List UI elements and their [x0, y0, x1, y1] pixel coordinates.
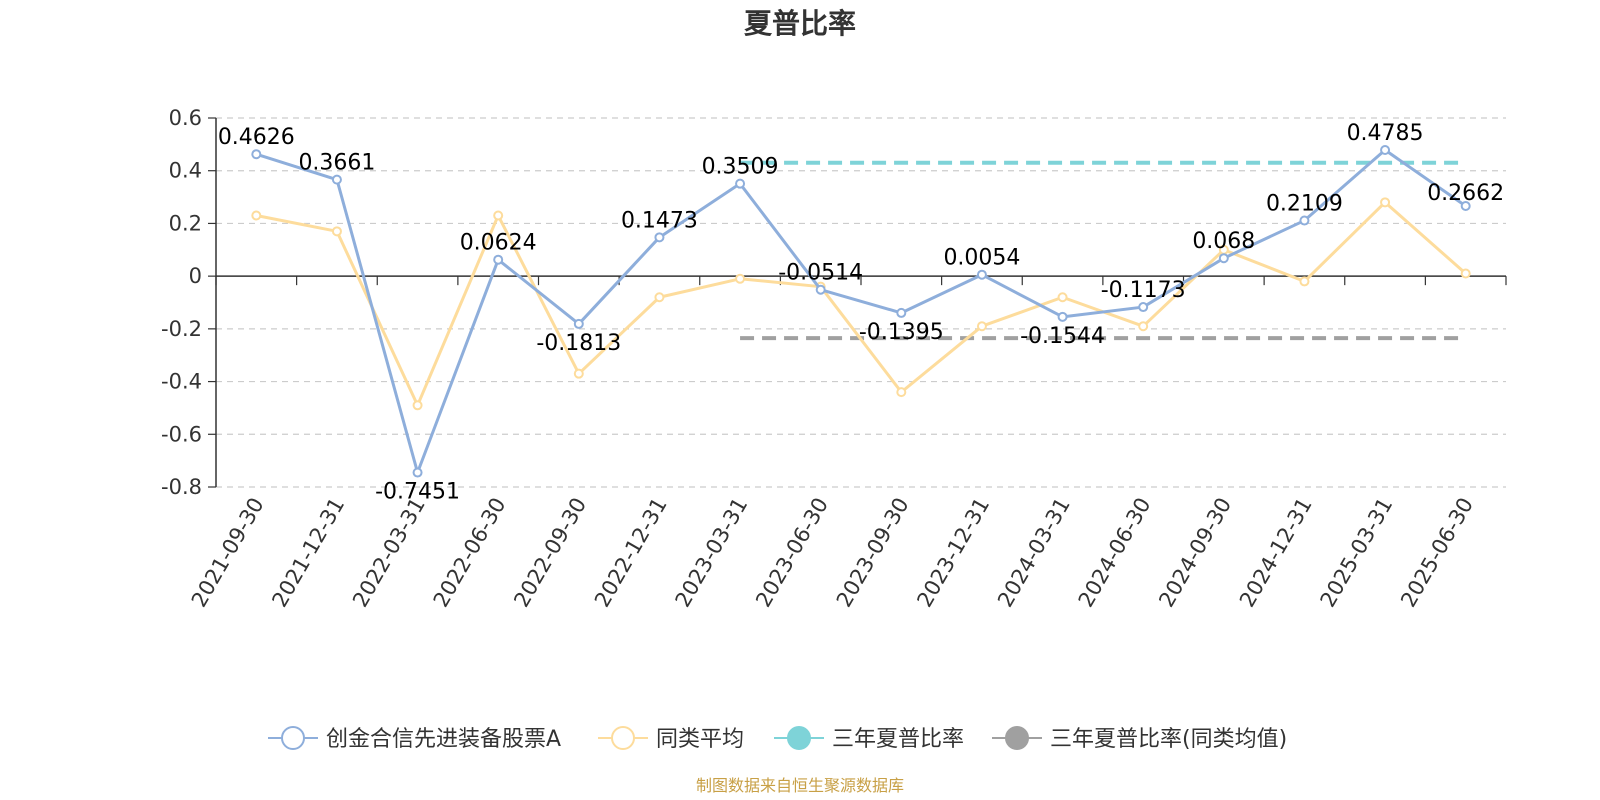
data-point — [896, 307, 907, 318]
x-tick-label: 2023-09-30 — [832, 494, 914, 612]
legend-item[interactable]: 同类平均 — [598, 726, 744, 752]
x-tick-label: 2025-03-31 — [1316, 494, 1398, 612]
legend-label: 同类平均 — [656, 727, 744, 752]
legend-marker — [787, 726, 811, 750]
data-label: 0.3509 — [702, 155, 779, 180]
data-point — [412, 467, 423, 478]
series-line — [255, 148, 1467, 475]
data-label: 0.2662 — [1427, 181, 1504, 206]
data-label: 0.4785 — [1347, 121, 1424, 146]
y-tick-label: -0.2 — [161, 317, 202, 341]
data-point — [412, 400, 423, 411]
data-point — [896, 387, 907, 398]
series-layer — [251, 145, 1471, 478]
y-tick-label: 0.4 — [169, 159, 202, 183]
data-point — [1380, 145, 1391, 156]
data-label: 0.3661 — [298, 151, 375, 176]
data-point — [1057, 292, 1068, 303]
data-point — [493, 210, 504, 221]
data-point — [573, 368, 584, 379]
y-tick-label: -0.8 — [161, 475, 202, 499]
legend-label: 三年夏普比率 — [832, 727, 964, 752]
legend-marker — [281, 726, 305, 750]
data-label: 0.1473 — [621, 208, 698, 233]
data-label: -0.1544 — [1020, 324, 1105, 349]
x-tick-label: 2022-03-31 — [348, 494, 430, 612]
data-label: 0.068 — [1192, 229, 1255, 254]
legend[interactable]: 创金合信先进装备股票A 同类平均 三年夏普比率 三年夏普比率(同类均值) — [268, 726, 1287, 752]
data-point — [1057, 311, 1068, 322]
series-line — [256, 200, 1467, 407]
axis-layer: 0.6 0.4 0.2 0 -0.2 -0.4 -0.6 -0.82021-09-302021… — [161, 106, 1507, 612]
data-point — [1380, 197, 1391, 208]
data-label: -0.1395 — [859, 320, 944, 345]
data-point — [815, 284, 826, 295]
x-tick-label: 2022-09-30 — [509, 494, 591, 612]
data-point — [1299, 276, 1310, 287]
data-point — [251, 210, 262, 221]
data-point — [1218, 253, 1229, 264]
data-point — [735, 178, 746, 189]
data-point — [1299, 215, 1310, 226]
data-label: -0.7451 — [375, 480, 460, 505]
legend-marker — [611, 726, 635, 750]
x-tick-label: 2022-12-31 — [590, 494, 672, 612]
data-point — [976, 321, 987, 332]
x-tick-label: 2024-12-31 — [1235, 494, 1317, 612]
y-tick-label: 0.2 — [169, 211, 202, 235]
data-point — [1460, 200, 1471, 211]
legend-item[interactable]: 三年夏普比率(同类均值) — [992, 726, 1287, 752]
x-tick-label: 2023-06-30 — [751, 494, 833, 612]
x-tick-label: 2024-09-30 — [1154, 494, 1236, 612]
x-tick-label: 2023-03-31 — [671, 494, 753, 612]
data-label: 0.4626 — [218, 125, 295, 150]
data-point — [1460, 268, 1471, 279]
data-label: 0.2109 — [1266, 192, 1343, 217]
data-label: -0.1173 — [1101, 278, 1186, 303]
y-tick-label: 0 — [189, 264, 202, 288]
x-tick-label: 2024-03-31 — [993, 494, 1075, 612]
legend-item[interactable]: 三年夏普比率 — [774, 726, 964, 752]
x-tick-label: 2021-09-30 — [187, 494, 269, 612]
data-point — [331, 226, 342, 237]
x-tick-label: 2021-12-31 — [267, 494, 349, 612]
data-label: 0.0054 — [943, 246, 1020, 271]
data-label: -0.1813 — [536, 331, 621, 356]
data-point — [573, 318, 584, 329]
legend-label: 创金合信先进装备股票A — [326, 727, 561, 752]
y-tick-label: 0.6 — [169, 106, 202, 130]
data-label: 0.0624 — [460, 231, 537, 256]
x-tick-label: 2025-06-30 — [1396, 494, 1478, 612]
data-point — [251, 149, 262, 160]
x-tick-label: 2024-06-30 — [1074, 494, 1156, 612]
data-point — [976, 269, 987, 280]
data-point — [1138, 302, 1149, 313]
legend-label: 三年夏普比率(同类均值) — [1050, 727, 1287, 752]
legend-item[interactable]: 创金合信先进装备股票A — [268, 726, 561, 752]
data-point — [654, 232, 665, 243]
data-point — [1138, 321, 1149, 332]
data-label: -0.0514 — [778, 261, 863, 286]
data-point — [331, 174, 342, 185]
data-point — [654, 292, 665, 303]
y-tick-label: -0.6 — [161, 422, 202, 446]
legend-marker — [1005, 726, 1029, 750]
x-tick-label: 2023-12-31 — [912, 494, 994, 612]
y-tick-label: -0.4 — [161, 370, 202, 394]
data-point — [735, 273, 746, 284]
data-point — [493, 254, 504, 265]
source-note: 制图数据来自恒生聚源数据库 — [696, 776, 904, 795]
chart-title: 夏普比率 — [744, 7, 856, 40]
x-tick-label: 2022-06-30 — [429, 494, 511, 612]
